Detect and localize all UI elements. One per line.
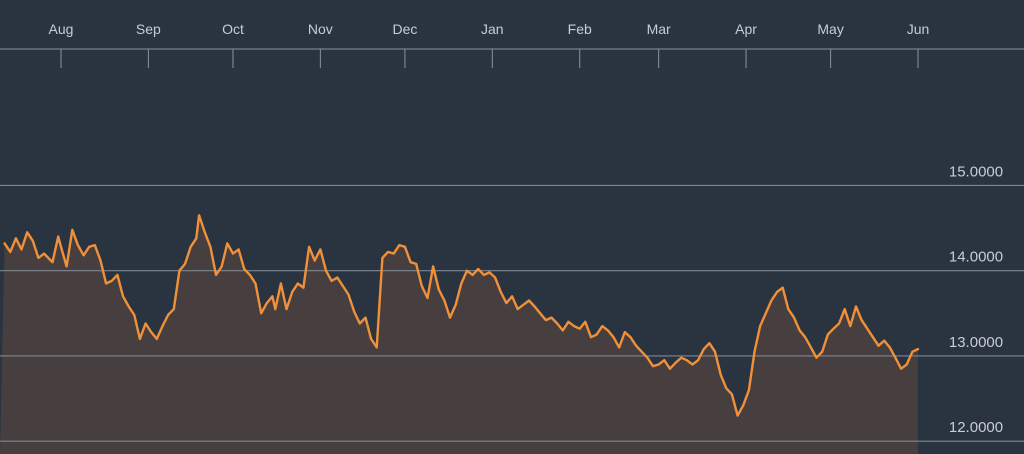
month-label-jun: Jun [907, 21, 930, 37]
month-axis: Aug Sep Oct Nov Dec Jan Feb Mar Apr May Jun [49, 21, 930, 68]
month-label-oct: Oct [222, 21, 244, 37]
month-label-nov: Nov [308, 21, 333, 37]
price-label-13: 13.0000 [949, 334, 1003, 351]
month-label-apr: Apr [735, 21, 757, 37]
price-series-line [3, 214, 920, 417]
price-label-14: 14.0000 [949, 249, 1003, 266]
month-label-mar: Mar [647, 21, 671, 37]
price-axis: 12.0000 13.0000 14.0000 15.0000 [949, 163, 1003, 436]
price-label-15: 15.0000 [949, 163, 1003, 180]
price-area-fill [0, 215, 918, 454]
month-label-sep: Sep [136, 21, 161, 37]
month-label-dec: Dec [392, 21, 417, 37]
price-gridlines [0, 184, 1024, 442]
month-label-jan: Jan [481, 21, 504, 37]
month-label-aug: Aug [49, 21, 74, 37]
price-label-12: 12.0000 [949, 419, 1003, 436]
month-label-feb: Feb [568, 21, 592, 37]
month-label-may: May [817, 21, 843, 37]
